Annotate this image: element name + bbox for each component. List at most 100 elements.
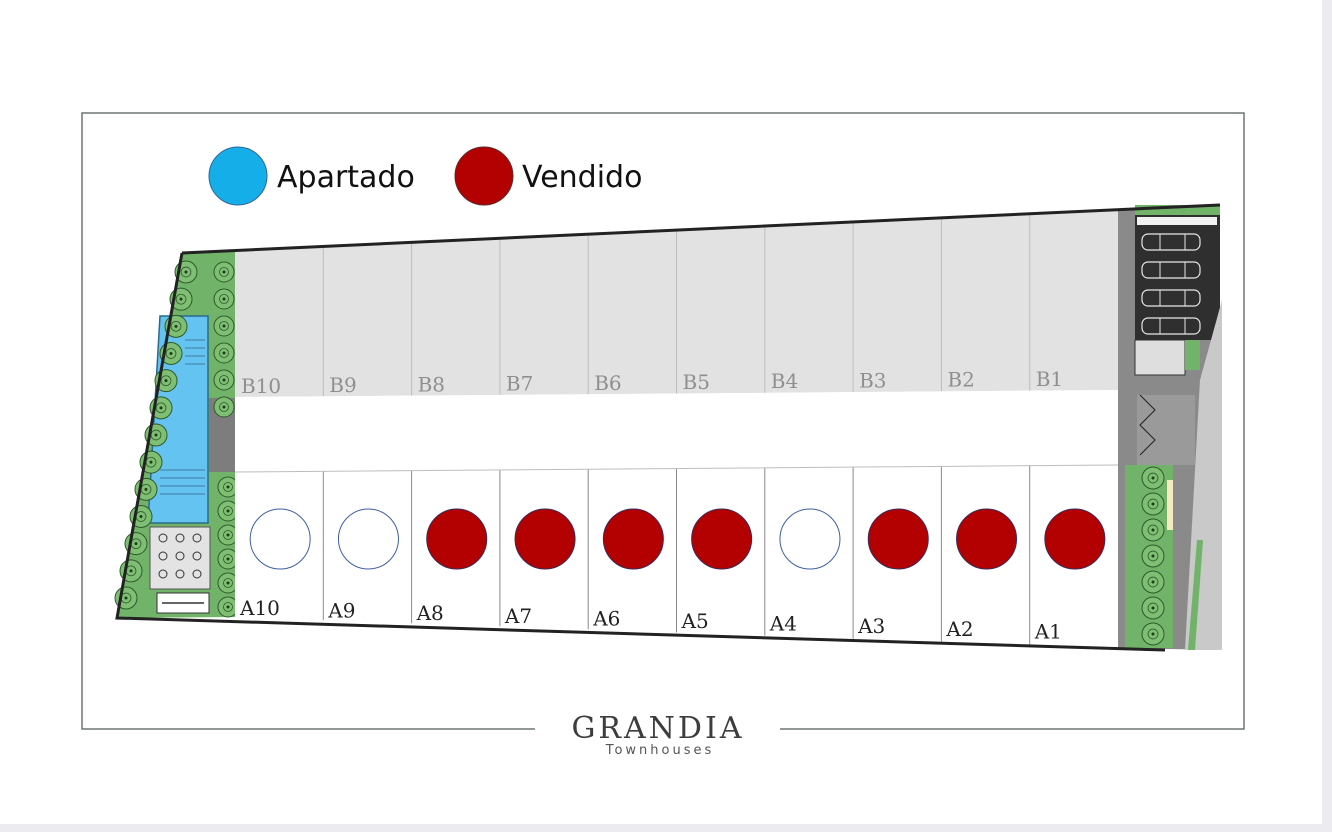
right-trees: [1141, 466, 1165, 646]
tree-trunk: [1151, 606, 1155, 610]
tree-ring: [219, 375, 229, 385]
parking-planter: [1137, 217, 1217, 225]
tree-ring: [165, 348, 177, 359]
legend-swatch-apartado: [208, 146, 268, 206]
tree-ring: [219, 294, 229, 304]
legend-swatch-vendido: [454, 146, 514, 206]
right-bench: [1167, 480, 1173, 530]
tree-trunk: [1151, 554, 1155, 558]
tree-ring: [160, 375, 172, 387]
tree-ring: [1147, 602, 1159, 614]
row-a-front-line: [234, 464, 1119, 473]
lot-marker-a4: [779, 508, 841, 570]
entrance-gate: [1137, 395, 1195, 465]
tree-trunk: [154, 433, 158, 437]
lot-label-a9: A9: [327, 599, 355, 623]
sidewalk-green: [1188, 540, 1203, 650]
tree-trunk: [226, 581, 230, 585]
tree-trunk: [174, 324, 178, 328]
lot-marker-a6: [602, 508, 664, 570]
window-edge-right: [1322, 0, 1332, 832]
lot-marker-a9: [337, 508, 399, 570]
tree-trunk: [222, 405, 226, 409]
tree-trunk: [226, 605, 230, 609]
tree-ring: [180, 266, 192, 278]
tree-ring: [223, 482, 233, 492]
tree-trunk: [139, 515, 143, 518]
legend-label-vendido: Vendido: [522, 160, 642, 195]
tree-trunk: [222, 351, 226, 355]
guard-house: [1134, 339, 1186, 376]
tree-ring: [219, 348, 229, 358]
lot-label-a2: A2: [945, 617, 973, 641]
tree-trunk: [1151, 632, 1155, 636]
tree-ring: [1147, 524, 1159, 536]
window-edge-bottom: [0, 824, 1332, 832]
tree-trunk: [1151, 580, 1155, 584]
lot-marker-a2: [956, 508, 1018, 570]
lot-label-b10: B10: [241, 374, 281, 398]
row-a-dividers: [322, 465, 1031, 645]
brand-name: GRANDIA: [571, 711, 744, 746]
tree-trunk: [149, 460, 153, 464]
terrace-tables: [158, 533, 202, 579]
brand-logo: GRANDIA Townhouses: [571, 711, 744, 758]
tree-trunk: [124, 596, 128, 600]
lot-label-a6: A6: [592, 606, 620, 630]
tree-trunk: [144, 487, 148, 491]
row-a-status-markers: [249, 508, 1106, 570]
lot-marker-a10: [249, 508, 311, 570]
lot-marker-a7: [514, 508, 576, 570]
tree-ring: [1147, 472, 1159, 484]
lot-label-b4: B4: [771, 369, 798, 393]
lot-label-a7: A7: [504, 604, 532, 628]
tree-ring: [1147, 628, 1159, 640]
tree-trunk: [1151, 502, 1155, 506]
car: [1141, 289, 1201, 307]
lot-marker-a3: [867, 508, 929, 570]
tree-ring: [155, 402, 167, 414]
lot-marker-a1: [1044, 508, 1106, 570]
tree-trunk: [184, 270, 188, 274]
tree-trunk: [222, 324, 226, 328]
tree-trunk: [164, 379, 168, 383]
tree-trunk: [134, 542, 138, 546]
tree-ring: [223, 554, 233, 564]
gate-swing: [1139, 394, 1156, 456]
lot-label-a4: A4: [769, 612, 797, 636]
tree-ring: [223, 578, 233, 588]
lot-label-a5: A5: [681, 609, 709, 633]
pool-steps: [160, 339, 205, 495]
lot-label-b9: B9: [329, 373, 356, 397]
terrace: [149, 526, 211, 590]
brand-subtitle: Townhouses: [605, 743, 715, 758]
row-b-dividers: [322, 213, 1031, 397]
legend-label-apartado: Apartado: [277, 160, 415, 195]
car: [1141, 261, 1201, 279]
tree-ring: [219, 267, 229, 277]
tree-trunk: [129, 569, 133, 573]
tree-trunk: [179, 297, 183, 301]
plan-frame: [81, 112, 1245, 730]
tree-trunk: [222, 378, 226, 382]
lot-label-b3: B3: [859, 368, 886, 392]
tree-ring: [1147, 550, 1159, 562]
tree-trunk: [226, 533, 230, 537]
tree-trunk: [226, 485, 230, 489]
legend: Apartado Vendido: [208, 146, 642, 206]
tree-trunk: [1151, 528, 1155, 532]
lot-label-b6: B6: [594, 371, 621, 395]
car: [1141, 233, 1201, 251]
lot-label-b8: B8: [418, 372, 445, 396]
tree-ring: [1147, 498, 1159, 510]
tree-ring: [170, 320, 182, 332]
tree-trunk: [226, 509, 230, 513]
row-a-labels: A10 A9 A8 A7 A6 A5 A4 A3 A2 A1: [239, 596, 1062, 643]
tree-ring: [223, 602, 233, 612]
tree-ring: [219, 402, 229, 412]
lot-label-b2: B2: [947, 368, 974, 392]
parked-cars: [1141, 233, 1201, 335]
lot-marker-a5: [691, 508, 753, 570]
tree-ring: [223, 506, 233, 516]
